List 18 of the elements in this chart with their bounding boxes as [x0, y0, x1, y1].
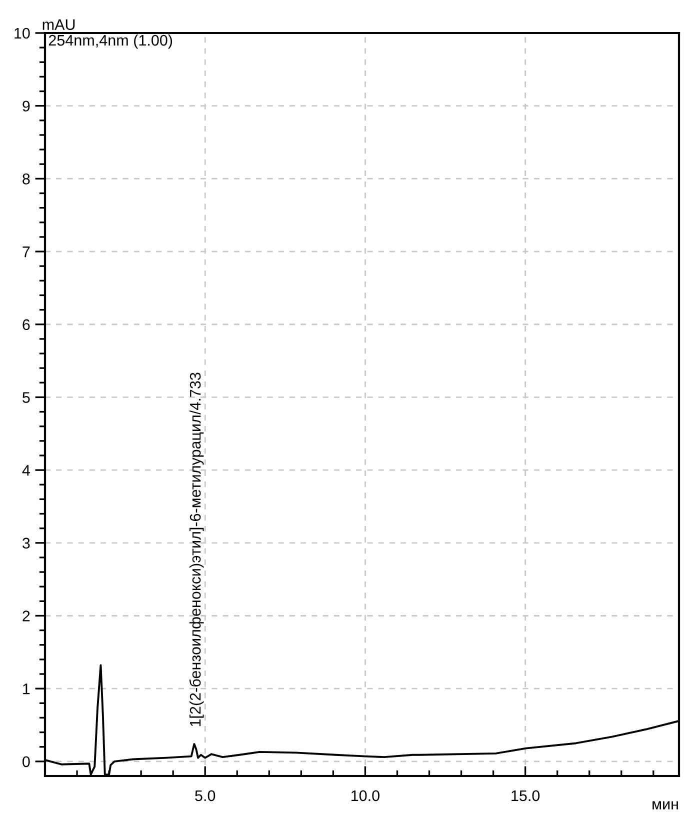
x-tick-label: 15.0	[512, 790, 540, 802]
annotation: 254nm,4nm (1.00)	[48, 34, 172, 49]
x-tick-label: 10.0	[352, 790, 380, 802]
y-tick-label: 1	[23, 684, 30, 694]
y-tick-label: 10	[14, 28, 30, 39]
annotation: 1[2(2-бензоилфенокси)этил]-6-метилурацил/4.733	[189, 372, 204, 726]
y-tick-label: 6	[22, 319, 30, 330]
y-tick-label: 8	[22, 174, 30, 184]
x-tick-label: 5.0	[195, 790, 216, 802]
y-tick-label: 5	[22, 392, 30, 403]
y-tick-label: 7	[22, 246, 30, 258]
y-axis-title: mAU	[42, 19, 75, 30]
y-tick-label: 2	[22, 610, 30, 622]
y-tick-label: 3	[22, 538, 30, 549]
x-axis-title: мин	[652, 801, 678, 810]
y-tick-label: 4	[22, 465, 30, 476]
y-tick-label: 9	[22, 100, 30, 112]
y-tick-label: 0	[22, 756, 30, 768]
